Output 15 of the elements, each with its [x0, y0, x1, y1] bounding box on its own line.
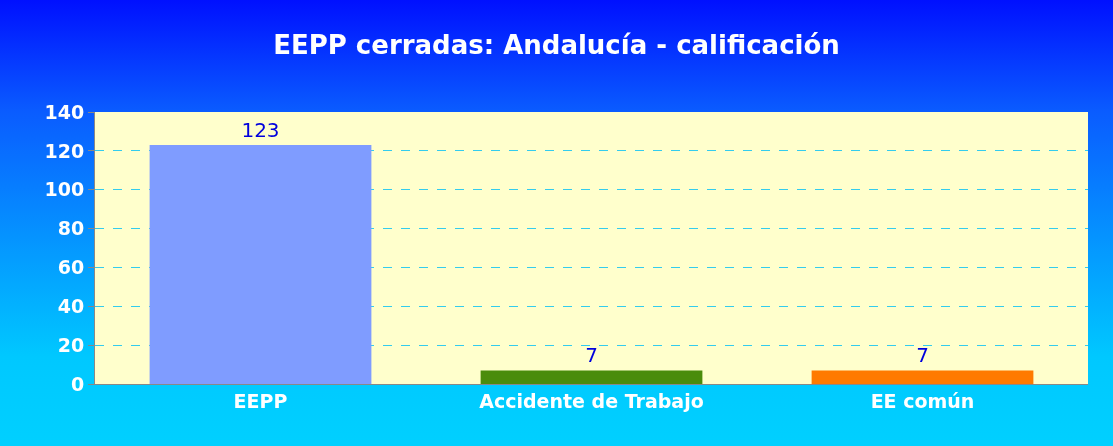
y-tick-label: 60 — [57, 256, 85, 279]
y-tick-label: 80 — [57, 217, 85, 240]
data-label: 7 — [916, 343, 929, 368]
y-tick-label: 140 — [44, 100, 85, 123]
x-tick-label: Accidente de Trabajo — [479, 389, 704, 412]
y-tick-label: 0 — [70, 372, 85, 395]
data-label: 7 — [585, 343, 598, 368]
y-tick-label: 40 — [57, 294, 85, 317]
y-tick-label: 20 — [57, 333, 85, 356]
chart-title: EEPP cerradas: Andalucía - calificación — [273, 29, 840, 60]
x-tick-label: EE común — [870, 389, 975, 412]
y-tick-label: 100 — [44, 178, 85, 201]
x-tick-label: EEPP — [233, 389, 288, 412]
data-label: 123 — [241, 118, 280, 143]
y-tick-label: 120 — [44, 139, 85, 162]
